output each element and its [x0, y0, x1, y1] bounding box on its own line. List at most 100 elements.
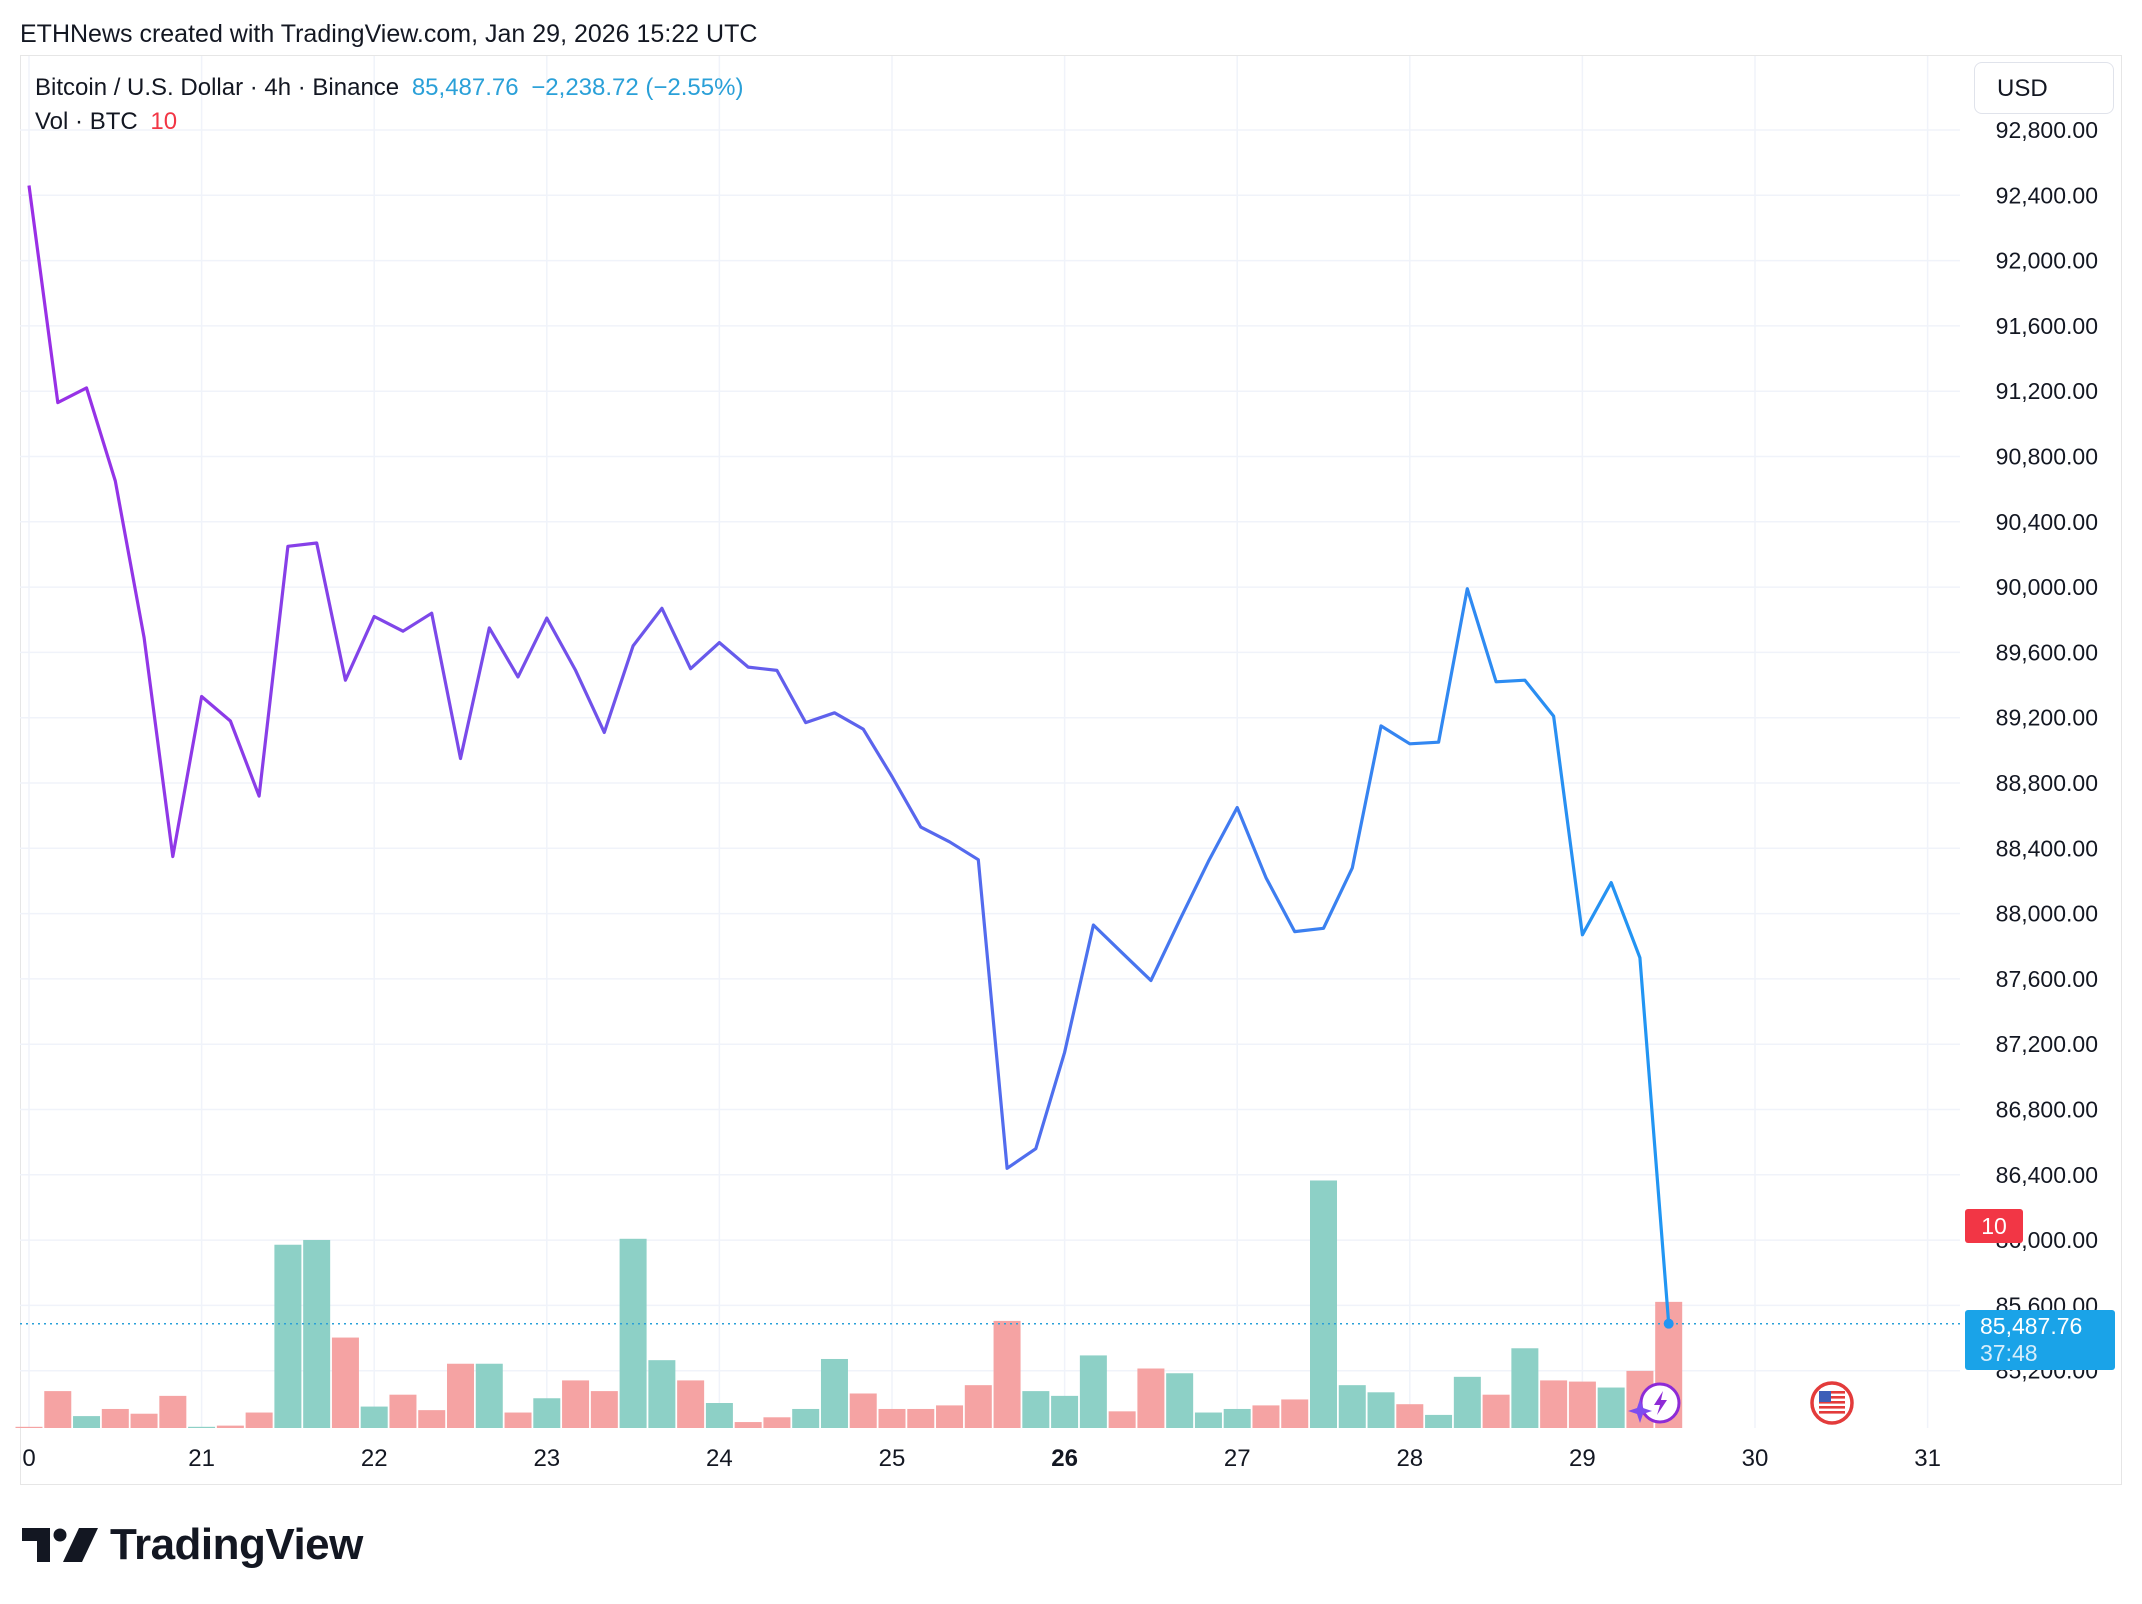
volume-bar — [533, 1398, 561, 1428]
volume-bar — [763, 1417, 791, 1428]
volume-bar — [245, 1412, 273, 1428]
volume-bar — [907, 1408, 935, 1428]
volume-bar — [936, 1405, 964, 1428]
volume-bar — [1511, 1348, 1539, 1428]
volume-bar — [101, 1408, 129, 1428]
price-tick-label: 87,200.00 — [1996, 1031, 2098, 1057]
volume-bar — [15, 1426, 43, 1428]
volume-bar — [159, 1395, 187, 1428]
grid-lines — [20, 56, 1960, 1428]
price-tick-label: 92,800.00 — [1996, 117, 2098, 143]
volume-bar — [1051, 1395, 1079, 1428]
time-tick-label: 30 — [1742, 1445, 1769, 1472]
volume-bar — [1367, 1392, 1395, 1428]
price-line — [20, 185, 1960, 1329]
volume-bar — [792, 1408, 820, 1428]
volume-bar — [360, 1406, 388, 1428]
volume-bar — [677, 1380, 705, 1428]
volume-bar — [964, 1385, 992, 1428]
volume-bar — [734, 1422, 762, 1428]
volume-bar — [1482, 1394, 1510, 1428]
time-tick-label: 25 — [879, 1445, 906, 1472]
price-tick-label: 89,600.00 — [1996, 639, 2098, 665]
volume-bars — [15, 1180, 1683, 1428]
volume-bar — [1281, 1399, 1309, 1428]
price-tick-label: 88,400.00 — [1996, 835, 2098, 861]
chart-credit: ETHNews created with TradingView.com, Ja… — [20, 20, 758, 48]
price-tick-label: 90,800.00 — [1996, 444, 2098, 470]
price-tick-label: 87,600.00 — [1996, 966, 2098, 992]
price-tick-label: 88,800.00 — [1996, 770, 2098, 796]
price-tick-label: 92,000.00 — [1996, 248, 2098, 274]
time-axis: 0 21 22 23 24 25 26 27 28 29 30 31 — [22, 1445, 1941, 1472]
volume-bar — [648, 1360, 676, 1428]
sparkle-lightning-icon — [1628, 1382, 1681, 1424]
volume-bar — [1310, 1180, 1337, 1428]
volume-bar — [849, 1393, 877, 1428]
volume-bar — [1223, 1408, 1251, 1428]
time-tick-label: 26 — [1051, 1445, 1078, 1472]
tradingview-logo[interactable]: TradingView — [22, 1520, 363, 1570]
chart-frame[interactable] — [20, 55, 2122, 1485]
price-tick-label: 88,000.00 — [1996, 901, 2098, 927]
volume-bar — [331, 1337, 359, 1428]
last-price-dot — [1663, 1318, 1674, 1329]
price-series-line — [27, 185, 1671, 1324]
volume-bar — [993, 1320, 1021, 1428]
volume-bar — [1079, 1355, 1107, 1428]
price-tick-label: 91,200.00 — [1996, 378, 2098, 404]
volume-bar — [1194, 1412, 1222, 1428]
symbol-legend: Bitcoin / U.S. Dollar · 4h · Binance 85,… — [35, 74, 749, 102]
time-tick-label: 27 — [1224, 1445, 1251, 1472]
volume-bar — [619, 1238, 647, 1428]
volume-bar — [216, 1425, 244, 1428]
volume-bar — [1453, 1376, 1481, 1428]
volume-bar — [188, 1426, 216, 1428]
last-price-badge-value: 85,487.76 — [1980, 1313, 2083, 1339]
time-tick-label: 28 — [1396, 1445, 1423, 1472]
bar-countdown: 37:48 — [1980, 1340, 2038, 1366]
price-tick-label: 86,400.00 — [1996, 1162, 2098, 1188]
volume-bar — [820, 1358, 848, 1428]
time-tick-label: 23 — [533, 1445, 560, 1472]
price-tick-label: 91,600.00 — [1996, 313, 2098, 339]
price-tick-label: 90,400.00 — [1996, 509, 2098, 535]
volume-bar — [590, 1391, 618, 1428]
volume-value: 10 — [150, 108, 178, 135]
volume-bar — [475, 1363, 503, 1428]
volume-bar — [705, 1403, 733, 1428]
volume-bar — [447, 1363, 474, 1428]
volume-badge: 10 — [1965, 1209, 2023, 1243]
volume-bar — [130, 1413, 158, 1428]
last-price-badge: 85,487.76 37:48 — [1965, 1310, 2115, 1370]
time-tick-label: 29 — [1569, 1445, 1596, 1472]
volume-bar — [418, 1410, 446, 1428]
time-tick-label: 24 — [706, 1445, 733, 1472]
chart-markers — [1628, 1381, 1854, 1425]
volume-bar — [303, 1239, 331, 1428]
volume-bar — [1338, 1385, 1366, 1428]
volume-bar — [504, 1412, 532, 1428]
volume-bar — [274, 1244, 302, 1428]
price-axis: 85,200.0085,600.0086,000.0086,400.0086,8… — [1996, 117, 2098, 1384]
currency-button[interactable]: USD — [1974, 62, 2114, 114]
volume-bar — [73, 1416, 101, 1428]
volume-legend: Vol · BTC 10 — [35, 108, 183, 136]
volume-bar — [562, 1380, 590, 1428]
volume-bar — [1597, 1387, 1625, 1428]
volume-title: Vol · BTC — [35, 108, 138, 135]
symbol-title: Bitcoin / U.S. Dollar · 4h · Binance — [35, 74, 400, 101]
us-flag-icon — [1810, 1381, 1854, 1425]
volume-bar — [389, 1394, 417, 1428]
volume-bar — [1166, 1373, 1194, 1428]
price-tick-label: 86,800.00 — [1996, 1097, 2098, 1123]
volume-bar — [1425, 1414, 1453, 1428]
time-tick-label: 22 — [361, 1445, 388, 1472]
volume-bar — [1022, 1391, 1050, 1428]
last-price-label: 85,487.76 — [411, 74, 519, 101]
volume-bar — [1252, 1405, 1280, 1428]
price-tick-label: 90,000.00 — [1996, 574, 2098, 600]
volume-bar — [1137, 1368, 1165, 1428]
time-tick-label: 0 — [22, 1445, 35, 1472]
